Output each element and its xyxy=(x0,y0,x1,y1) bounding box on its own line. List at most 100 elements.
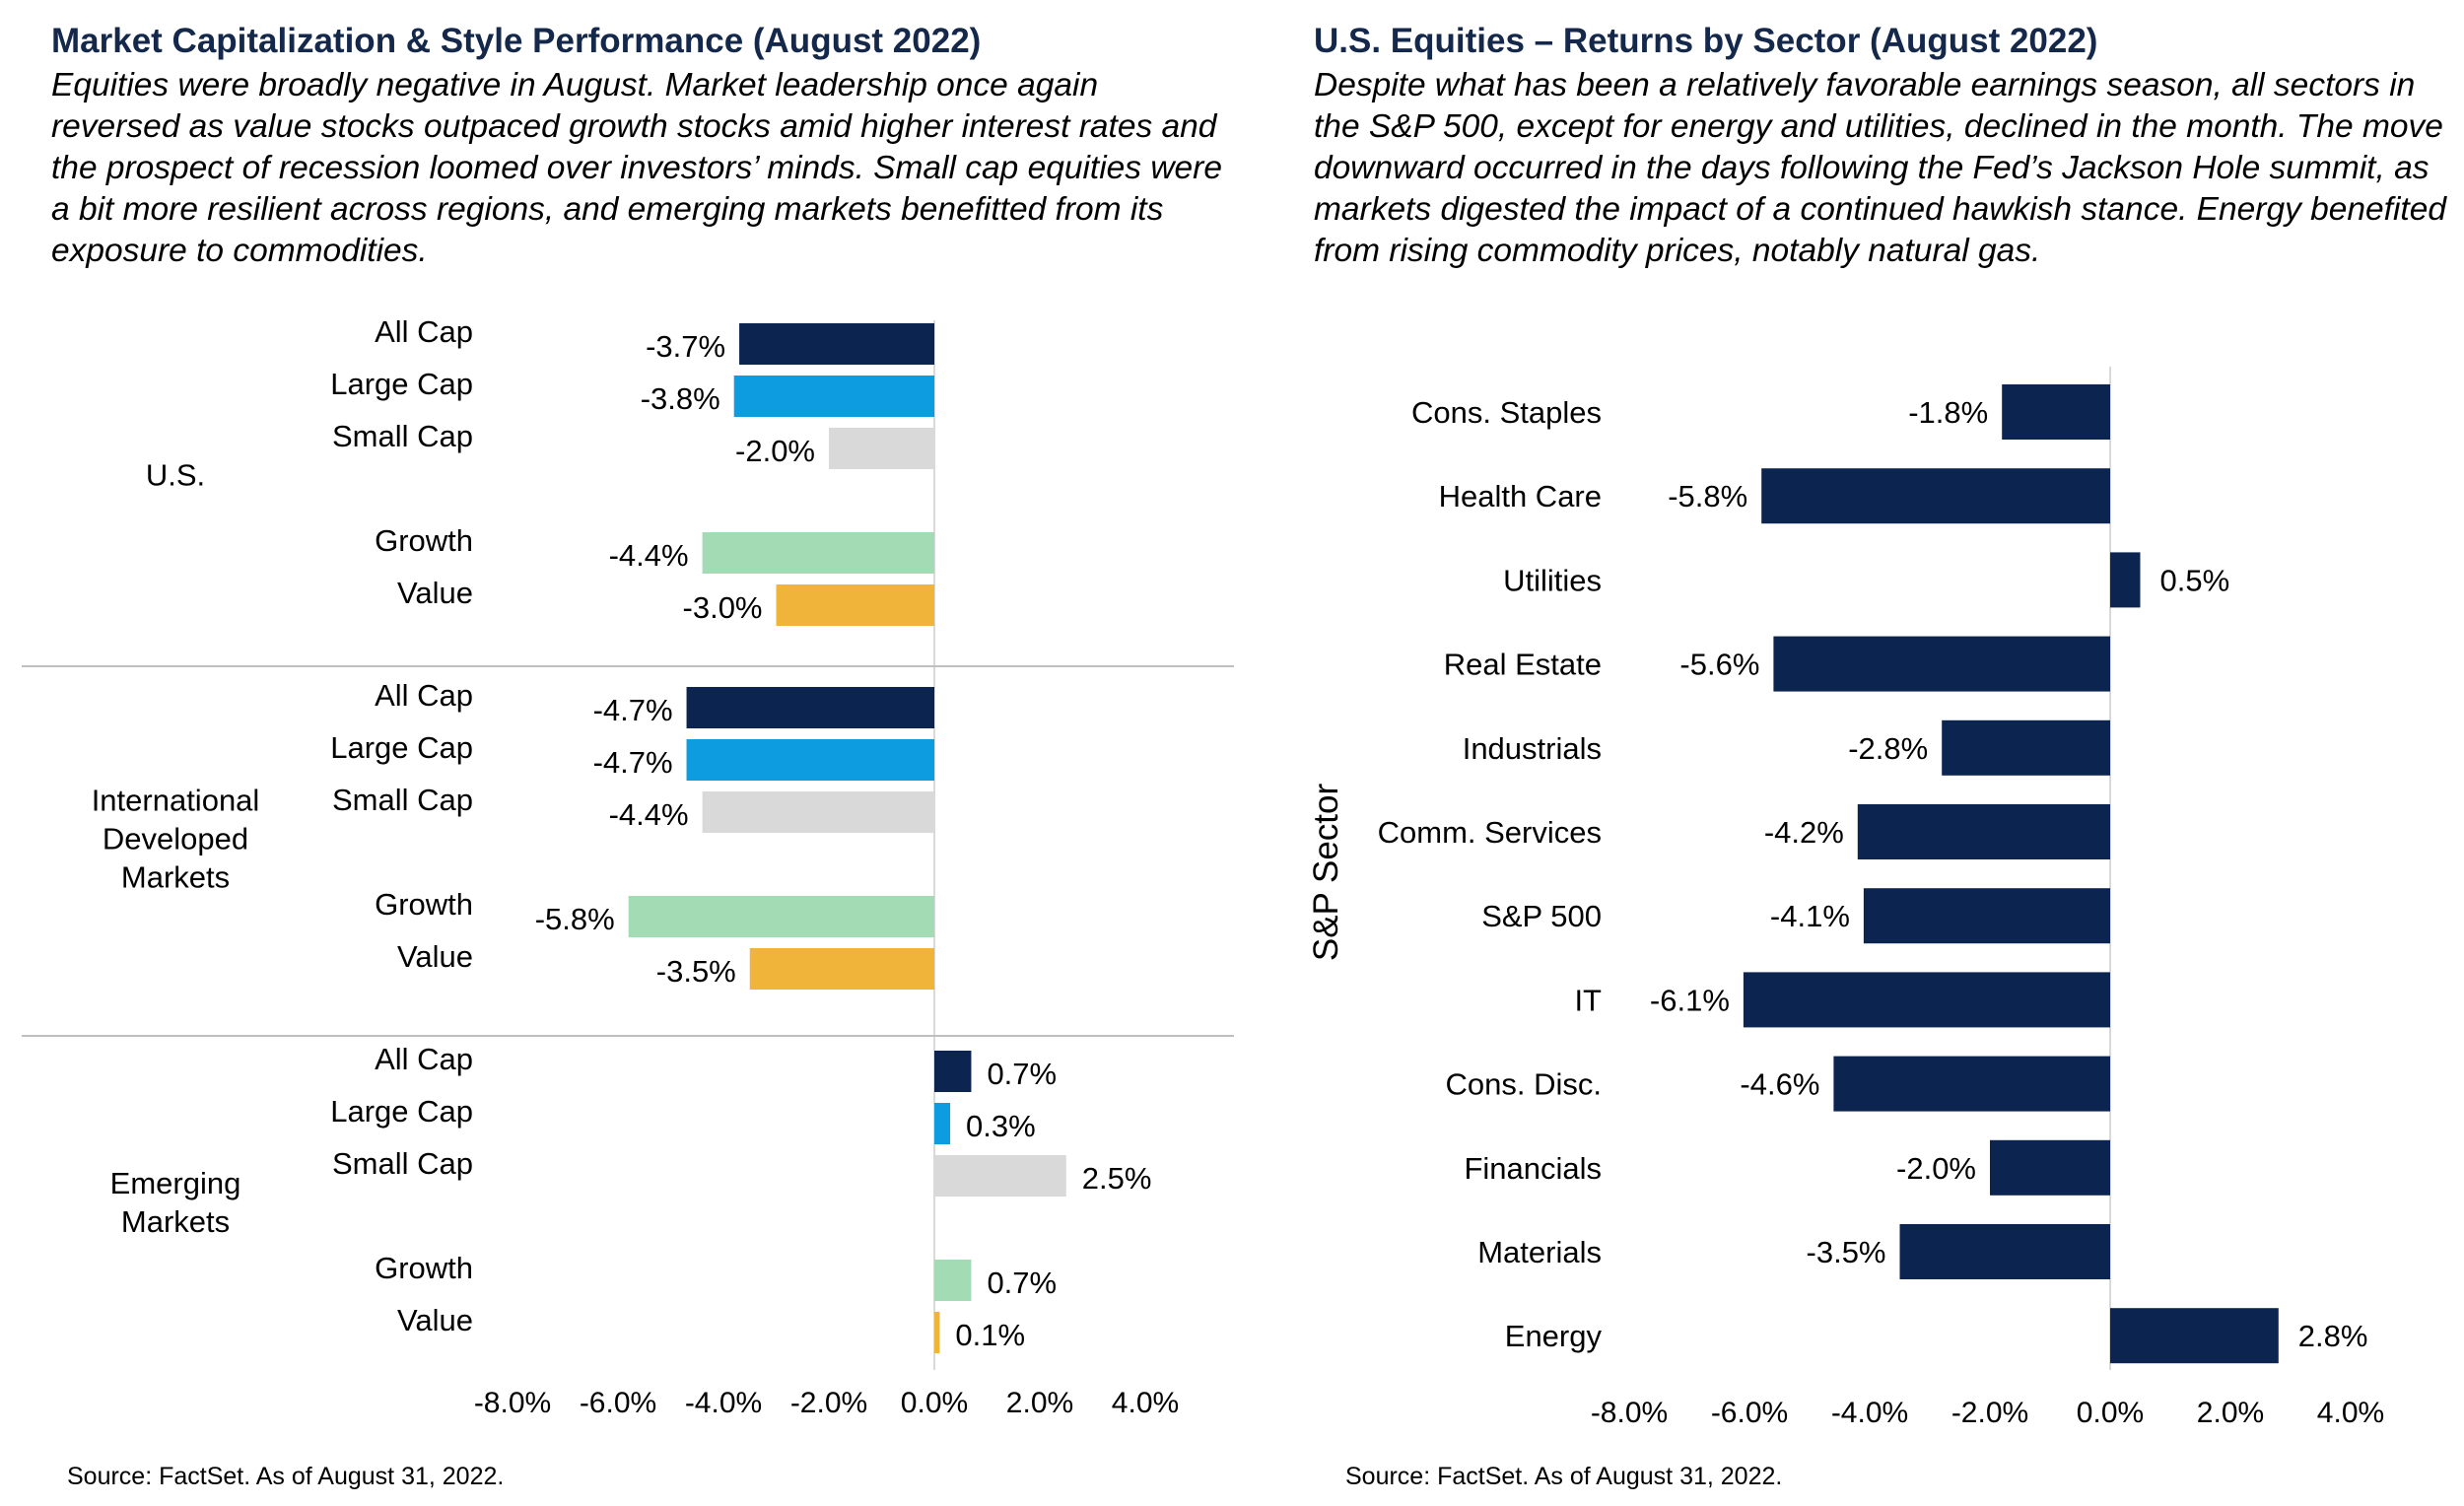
bar xyxy=(934,1155,1066,1197)
group-label: International xyxy=(92,784,260,818)
bar xyxy=(2002,384,2110,440)
category-label: Utilities xyxy=(1503,563,1602,597)
x-tick-label: -4.0% xyxy=(1831,1397,1908,1429)
group-label: Markets xyxy=(121,1204,230,1239)
panel-description: Equities were broadly negative in August… xyxy=(51,67,1222,269)
data-label: -4.7% xyxy=(593,693,673,727)
data-label: -4.2% xyxy=(1764,815,1844,850)
x-tick-label: -2.0% xyxy=(1951,1397,2028,1429)
bar xyxy=(1899,1224,2110,1279)
data-label: -1.8% xyxy=(1908,395,1988,430)
x-tick-label: 4.0% xyxy=(1112,1387,1179,1419)
bar xyxy=(934,1103,951,1144)
category-label: All Cap xyxy=(375,314,473,349)
data-label: -3.0% xyxy=(683,590,763,625)
data-label: -2.8% xyxy=(1848,731,1928,766)
bar xyxy=(1863,888,2110,944)
x-tick-label: -2.0% xyxy=(790,1387,867,1419)
data-label: 0.7% xyxy=(987,1266,1057,1300)
bar xyxy=(702,791,934,833)
bar xyxy=(1761,468,2110,524)
data-label: -3.5% xyxy=(656,954,736,989)
data-label: 0.7% xyxy=(987,1057,1057,1091)
bar xyxy=(1990,1139,2110,1196)
sector-returns-panel: U.S. Equities – Returns by Sector (Augus… xyxy=(1247,0,2464,1506)
data-label: -3.7% xyxy=(646,329,725,364)
category-label: Energy xyxy=(1505,1319,1603,1353)
data-label: -4.4% xyxy=(609,797,689,832)
data-label: -2.0% xyxy=(735,434,815,468)
bar xyxy=(2110,1308,2279,1364)
category-label: Financials xyxy=(1464,1151,1602,1186)
x-tick-label: 2.0% xyxy=(2197,1397,2264,1429)
data-label: -5.8% xyxy=(1668,479,1747,513)
x-tick-label: -8.0% xyxy=(1591,1397,1668,1429)
category-label: Value xyxy=(397,1303,473,1337)
bar xyxy=(1857,804,2110,859)
panel-description: Despite what has been a relatively favor… xyxy=(1314,67,2446,269)
category-label: Growth xyxy=(375,523,473,558)
x-tick-label: 2.0% xyxy=(1006,1387,1073,1419)
bar xyxy=(1942,719,2110,776)
group-label: Developed xyxy=(103,822,248,856)
bar xyxy=(1773,636,2110,692)
bar xyxy=(1743,972,2110,1028)
group-label: U.S. xyxy=(146,458,205,493)
data-label: 0.5% xyxy=(2160,563,2230,597)
data-label: -4.4% xyxy=(609,538,689,573)
category-label: Materials xyxy=(1477,1235,1602,1269)
data-label: -3.8% xyxy=(641,381,720,416)
data-label: -4.1% xyxy=(1770,899,1850,933)
bar xyxy=(2110,552,2141,608)
x-tick-label: 0.0% xyxy=(901,1387,968,1419)
x-tick-label: 4.0% xyxy=(2317,1397,2384,1429)
bar xyxy=(1833,1056,2110,1112)
market-cap-style-panel: Market Capitalization & Style Performanc… xyxy=(22,22,1234,1490)
category-label: S&P 500 xyxy=(1481,899,1602,933)
x-tick-label: -8.0% xyxy=(474,1387,551,1419)
category-label: All Cap xyxy=(375,678,473,713)
category-label: Large Cap xyxy=(330,367,473,401)
data-label: 0.3% xyxy=(966,1109,1036,1143)
category-label: Comm. Services xyxy=(1378,815,1602,850)
data-label: -4.7% xyxy=(593,745,673,780)
x-tick-label: -6.0% xyxy=(580,1387,656,1419)
data-label: 2.5% xyxy=(1082,1161,1152,1196)
category-label: Small Cap xyxy=(332,1146,473,1181)
bar xyxy=(628,896,934,937)
category-label: Growth xyxy=(375,1251,473,1285)
data-label: 0.1% xyxy=(955,1318,1025,1352)
x-tick-label: -6.0% xyxy=(1711,1397,1788,1429)
bar xyxy=(686,739,934,781)
data-label: -2.0% xyxy=(1896,1151,1976,1186)
category-label: Small Cap xyxy=(332,419,473,453)
category-label: All Cap xyxy=(375,1042,473,1076)
data-label: -4.6% xyxy=(1740,1067,1819,1102)
sector-returns-chart: S&P Sector Cons. Staples -1.8% Health Care -… xyxy=(1307,367,2384,1429)
category-label: Cons. Disc. xyxy=(1446,1067,1602,1102)
category-label: Real Estate xyxy=(1444,648,1602,682)
data-label: -6.1% xyxy=(1650,983,1730,1017)
panel-title: U.S. Equities – Returns by Sector (Augus… xyxy=(1314,22,2098,60)
bar xyxy=(934,1051,972,1092)
category-label: Small Cap xyxy=(332,783,473,817)
data-label: -5.6% xyxy=(1679,648,1759,682)
x-tick-label: 0.0% xyxy=(2077,1397,2144,1429)
category-label: Value xyxy=(397,576,473,610)
panel-title: Market Capitalization & Style Performanc… xyxy=(51,22,982,60)
bar xyxy=(934,1260,972,1301)
source-note: Source: FactSet. As of August 31, 2022. xyxy=(1345,1463,1783,1490)
bar xyxy=(934,1312,940,1353)
category-label: Industrials xyxy=(1463,731,1602,766)
data-label: -3.5% xyxy=(1807,1235,1886,1269)
category-label: Large Cap xyxy=(330,730,473,765)
group-label: Emerging xyxy=(110,1166,241,1200)
bar xyxy=(749,948,934,990)
category-label: IT xyxy=(1574,983,1602,1017)
category-label: Value xyxy=(397,939,473,974)
bar xyxy=(739,323,934,365)
market-cap-style-chart: U.S. All Cap -3.7% Large Cap -3.8% Small Cap -… xyxy=(22,314,1234,1419)
bar xyxy=(702,532,934,574)
bar xyxy=(776,584,934,626)
x-tick-label: -4.0% xyxy=(685,1387,762,1419)
